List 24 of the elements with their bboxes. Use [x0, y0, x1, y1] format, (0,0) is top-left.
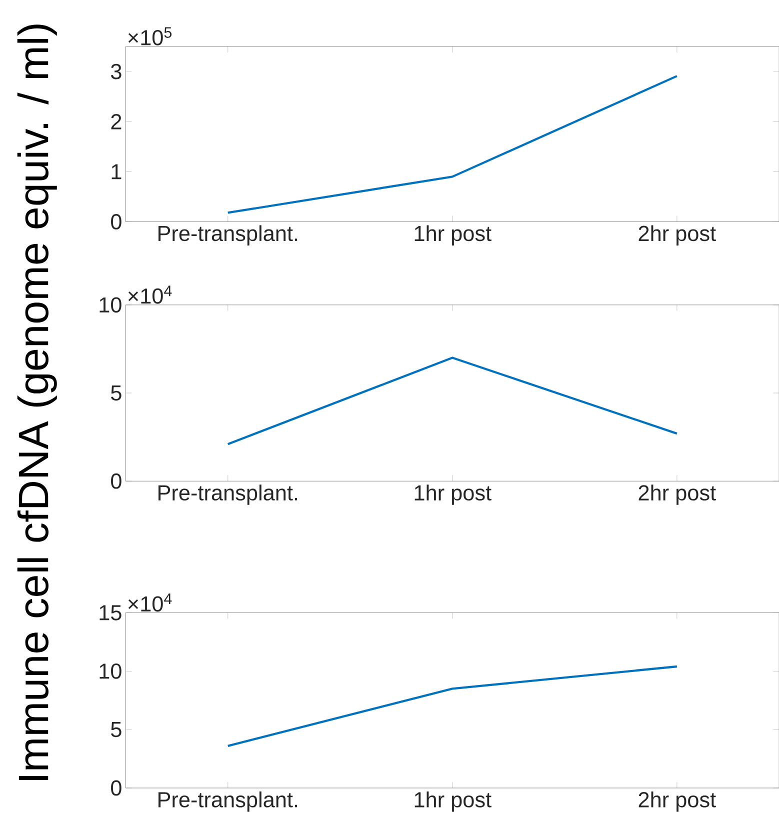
x-tick-label: Pre-transplant.: [158, 484, 297, 505]
text: ×10$^{4}$: [128, 594, 172, 612]
y-tick-label: 5: [110, 385, 122, 401]
x-tick-label: 1hr post: [414, 225, 492, 246]
y-tick-label: 1: [112, 164, 122, 180]
x-tick-label: 1hr post: [414, 791, 492, 812]
y-tick-label: 2: [111, 114, 122, 130]
text: ×10$^{4}$: [128, 286, 172, 304]
text: ×10$^{5}$: [128, 27, 172, 46]
y-tick-label: 0: [110, 473, 122, 489]
x-tick-label: 2hr post: [638, 791, 716, 812]
x-tick-label: Pre-transplant.: [158, 225, 297, 246]
y-tick-label: 10: [100, 663, 122, 679]
y-axis-title: Immune cell cfDNA (genome equiv. / ml): [17, 24, 57, 780]
x-tick-label: 1hr post: [414, 484, 492, 505]
x-tick-label: 2hr post: [638, 484, 716, 505]
y-tick-label: 0: [110, 780, 122, 796]
y-tick-label: 3: [110, 64, 122, 80]
x-tick-label: 2hr post: [638, 225, 716, 246]
y-tick-label: 15: [100, 605, 122, 620]
y-tick-label: 5: [110, 722, 122, 738]
x-tick-label: Pre-transplant.: [158, 791, 297, 812]
y-tick-label: 10: [100, 297, 122, 313]
y-tick-label: 0: [110, 214, 122, 230]
